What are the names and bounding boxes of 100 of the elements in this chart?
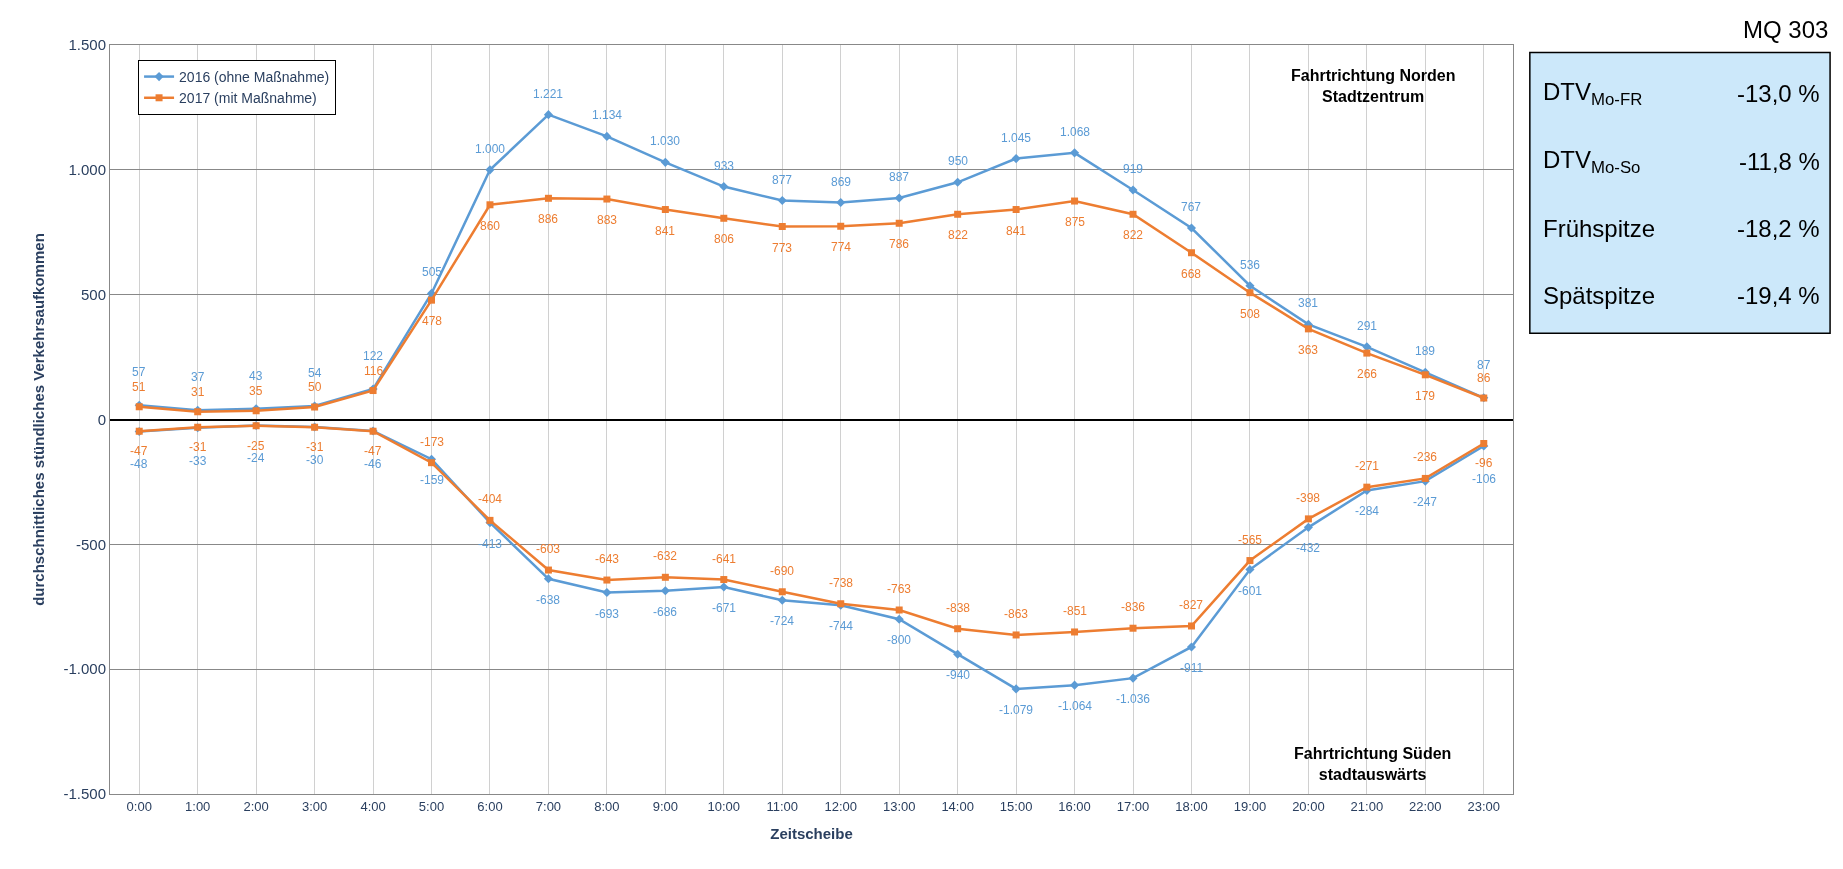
data-label: 822 [1123,228,1144,242]
y-tick-label: 0 [97,410,106,428]
data-label: 1.045 [1001,131,1032,145]
x-tick-label: 21:00 [1350,798,1384,814]
data-label: -838 [946,601,971,615]
point [1187,249,1195,257]
x-tick-label: 14:00 [941,798,974,814]
point [1480,439,1488,447]
data-label: -159 [420,473,445,487]
point [1070,680,1080,690]
x-tick-label: 2:00 [243,798,269,814]
data-label: 875 [1065,215,1086,229]
data-label: -827 [1179,598,1204,612]
x-tick-label: 7:00 [535,798,562,814]
data-label: -284 [1355,504,1380,518]
data-label: -603 [536,542,561,556]
text: MQ 303 [1743,16,1829,43]
data-label: -31 [306,440,324,454]
legend-label: 2017 (mit Maßnahme) [179,90,317,107]
point [719,582,729,592]
data-label: -800 [887,633,912,647]
point [661,206,669,214]
point [1071,197,1079,205]
data-label: 31 [191,385,205,399]
data-label: 767 [1181,200,1202,214]
text: DTV$_{Mo-FR}$ [1543,78,1643,110]
data-label: 37 [191,370,205,384]
text: -18,2 % [1737,215,1820,242]
x-tick-label: 11:00 [766,798,799,814]
data-label: -106 [1472,472,1497,486]
data-label: -693 [595,607,620,621]
point [778,588,786,596]
point [1012,631,1020,639]
y-tick-label: -1.000 [63,660,106,678]
point [1011,684,1021,694]
x-tick-label: 20:00 [1292,798,1325,814]
data-label: -96 [1475,456,1493,470]
data-label: -738 [829,576,854,590]
point [485,165,495,175]
data-label: 877 [772,173,793,187]
data-label: 860 [480,219,501,233]
point [954,210,962,218]
data-label: -690 [770,564,795,578]
x-tick-label: 19:00 [1233,798,1267,814]
y-tick-label: 1.500 [68,36,106,54]
data-label: -601 [1238,584,1263,598]
point [720,576,728,584]
data-label: 869 [831,175,852,189]
data-label: 841 [655,224,676,238]
data-label: -398 [1296,491,1321,505]
text: -11,8 % [1739,148,1820,175]
point [1245,281,1255,291]
data-label: 1.221 [533,87,564,101]
x-tick-label: 8:00 [594,798,620,814]
data-label: 668 [1181,267,1202,281]
point [1129,624,1137,632]
point [1071,628,1079,636]
data-label: 43 [249,369,263,383]
data-label: -271 [1355,459,1380,473]
point [486,516,494,524]
x-tick-label: 0:00 [126,798,152,814]
legend-label: 2016 (ohne Maßnahme) [179,69,330,86]
data-label: 86 [1477,371,1491,385]
data-label: -632 [653,549,678,563]
data-label: 116 [364,364,384,378]
data-label: -48 [130,457,148,471]
data-label: 50 [308,380,322,394]
data-label: 291 [1357,319,1378,333]
data-label: -565 [1238,533,1263,547]
data-label: -744 [829,619,854,633]
point [1186,223,1197,233]
point [428,296,436,304]
y-tick-label: -500 [75,535,106,553]
text: DTV$_{Mo-So}$ [1543,146,1641,178]
point [778,223,786,231]
data-label: 505 [422,265,443,279]
data-label: -47 [130,444,148,458]
point [1304,515,1312,523]
data-label: 1.134 [592,108,623,122]
point [1245,565,1255,575]
data-label: 1.068 [1060,125,1091,139]
data-label: -1.079 [999,703,1034,717]
point [486,201,494,209]
data-label: -30 [306,453,324,467]
point [543,110,553,120]
point [1246,557,1254,565]
point [895,606,903,614]
data-label: 773 [772,241,793,255]
data-label: -404 [478,492,503,506]
text: Frühspitze [1543,215,1656,242]
x-tick-label: 23:00 [1467,798,1501,814]
data-label: -638 [536,593,561,607]
point [953,177,963,187]
point [1303,522,1313,532]
point [428,459,436,467]
data-label: -643 [595,552,620,566]
point [602,587,612,598]
point [777,195,787,206]
data-label: -1.036 [1116,692,1151,706]
data-label: 57 [132,365,146,379]
